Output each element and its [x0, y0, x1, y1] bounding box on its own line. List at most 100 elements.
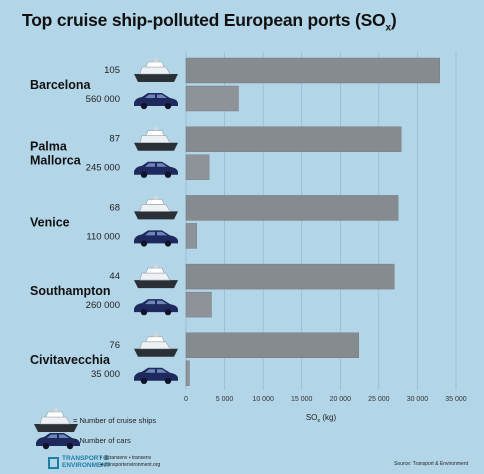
ship-deck — [139, 66, 171, 75]
ship-hull — [134, 74, 178, 82]
x-tick-label: 20 000 — [330, 396, 352, 403]
twitter-icon: ▪ — [100, 455, 104, 461]
x-tick-label: 30 000 — [407, 396, 429, 403]
ship-deck — [139, 272, 171, 281]
footer — [0, 451, 484, 474]
legend-car-icon — [36, 433, 80, 450]
ship-deck — [139, 135, 171, 143]
ship-bridge — [45, 411, 65, 418]
ship-funnel — [154, 126, 158, 131]
car-bar — [185, 291, 212, 318]
cruise-ship-icon — [134, 126, 178, 151]
ship-deck — [139, 204, 171, 212]
car-wheel — [164, 102, 172, 110]
car-window — [157, 300, 167, 305]
source-note: Source: Transport & Environment — [394, 461, 468, 467]
car-window — [145, 94, 155, 98]
car-bar — [185, 85, 239, 112]
x-tick-label: 25 000 — [368, 396, 390, 403]
car-window — [157, 369, 167, 373]
ship-bar — [185, 195, 399, 221]
x-axis-label: SOx (kg) — [306, 413, 337, 424]
car-wheel — [164, 308, 172, 316]
car-window — [59, 434, 69, 438]
car-window — [145, 369, 155, 373]
car-icon — [134, 299, 178, 316]
car-wheel — [140, 102, 148, 110]
cruise-ship-icon — [134, 332, 178, 357]
ship-hull — [34, 424, 78, 432]
ship-hull — [134, 211, 178, 220]
car-wheel — [140, 377, 148, 384]
ship-bridge — [145, 267, 165, 274]
car-count: 560 000 — [86, 94, 120, 105]
social-links: ▪ @transenv ▪ transenv ● transportenviro… — [100, 455, 161, 468]
car-icon — [134, 93, 178, 110]
logo-icon — [48, 457, 59, 469]
ship-bridge — [145, 199, 165, 205]
port-label: Mallorca — [30, 154, 82, 168]
ship-deck — [139, 341, 171, 350]
cruise-ship-icon — [134, 195, 178, 220]
car-body — [134, 161, 178, 175]
car-icon — [134, 367, 178, 384]
car-count: 110 000 — [86, 231, 120, 242]
ship-deck — [39, 416, 71, 425]
x-tick-label: 5 000 — [216, 396, 234, 403]
car-wheel — [164, 377, 172, 384]
chart: 0 5 000 10 000 15 000 20 000 25 000 30 000 35 0… — [30, 52, 467, 450]
port-label: Civitavecchia — [30, 353, 111, 367]
ship-count: 44 — [109, 271, 120, 282]
ship-hull — [134, 280, 178, 289]
port-label: Southampton — [30, 284, 111, 298]
car-body — [134, 230, 178, 244]
car-wheel — [140, 308, 148, 316]
car-window — [145, 231, 155, 236]
ship-bar — [185, 263, 395, 290]
car-wheel — [164, 171, 172, 178]
ship-bridge — [145, 61, 165, 68]
car-icon — [134, 230, 178, 247]
ship-count: 105 — [104, 65, 120, 76]
car-wheel — [164, 240, 172, 247]
car-window — [157, 163, 167, 167]
x-tick-label: 10 000 — [252, 396, 274, 403]
car-window — [145, 300, 155, 305]
legend-cars-label: = Number of cars — [73, 436, 131, 445]
ship-bar — [185, 126, 402, 152]
car-wheel — [140, 240, 148, 247]
ship-count: 87 — [109, 134, 120, 145]
ship-hull — [134, 348, 178, 357]
port-label: Barcelona — [30, 78, 91, 92]
port-label: Venice — [30, 215, 70, 229]
legend-ship-icon — [34, 408, 78, 432]
ship-bridge — [145, 336, 165, 343]
x-tick-label: 35 000 — [445, 396, 467, 403]
x-tick-label: 0 — [184, 396, 188, 403]
car-bar — [185, 360, 190, 386]
car-wheel — [66, 442, 74, 450]
car-body — [134, 299, 178, 313]
car-bar — [185, 223, 198, 249]
port-label: Palma — [30, 140, 68, 154]
car-body — [134, 93, 178, 106]
car-count: 245 000 — [86, 163, 120, 174]
ship-funnel — [54, 408, 58, 412]
ship-count: 76 — [109, 340, 120, 351]
car-window — [145, 163, 155, 167]
car-wheel — [140, 171, 148, 178]
car-window — [157, 231, 167, 236]
car-body — [36, 433, 80, 446]
car-wheel — [42, 442, 50, 450]
facebook-icon: ▪ — [128, 455, 132, 461]
x-tick-label: 15 000 — [291, 396, 313, 403]
ship-funnel — [154, 264, 158, 269]
car-count: 260 000 — [86, 300, 120, 311]
car-count: 35 000 — [91, 369, 120, 380]
cruise-ship-icon — [134, 58, 178, 82]
ship-bridge — [145, 130, 165, 136]
ship-funnel — [154, 195, 158, 200]
legend-ships-label: = Number of cruise ships — [73, 416, 156, 425]
globe-icon: ● — [100, 461, 105, 468]
ship-funnel — [154, 332, 158, 337]
